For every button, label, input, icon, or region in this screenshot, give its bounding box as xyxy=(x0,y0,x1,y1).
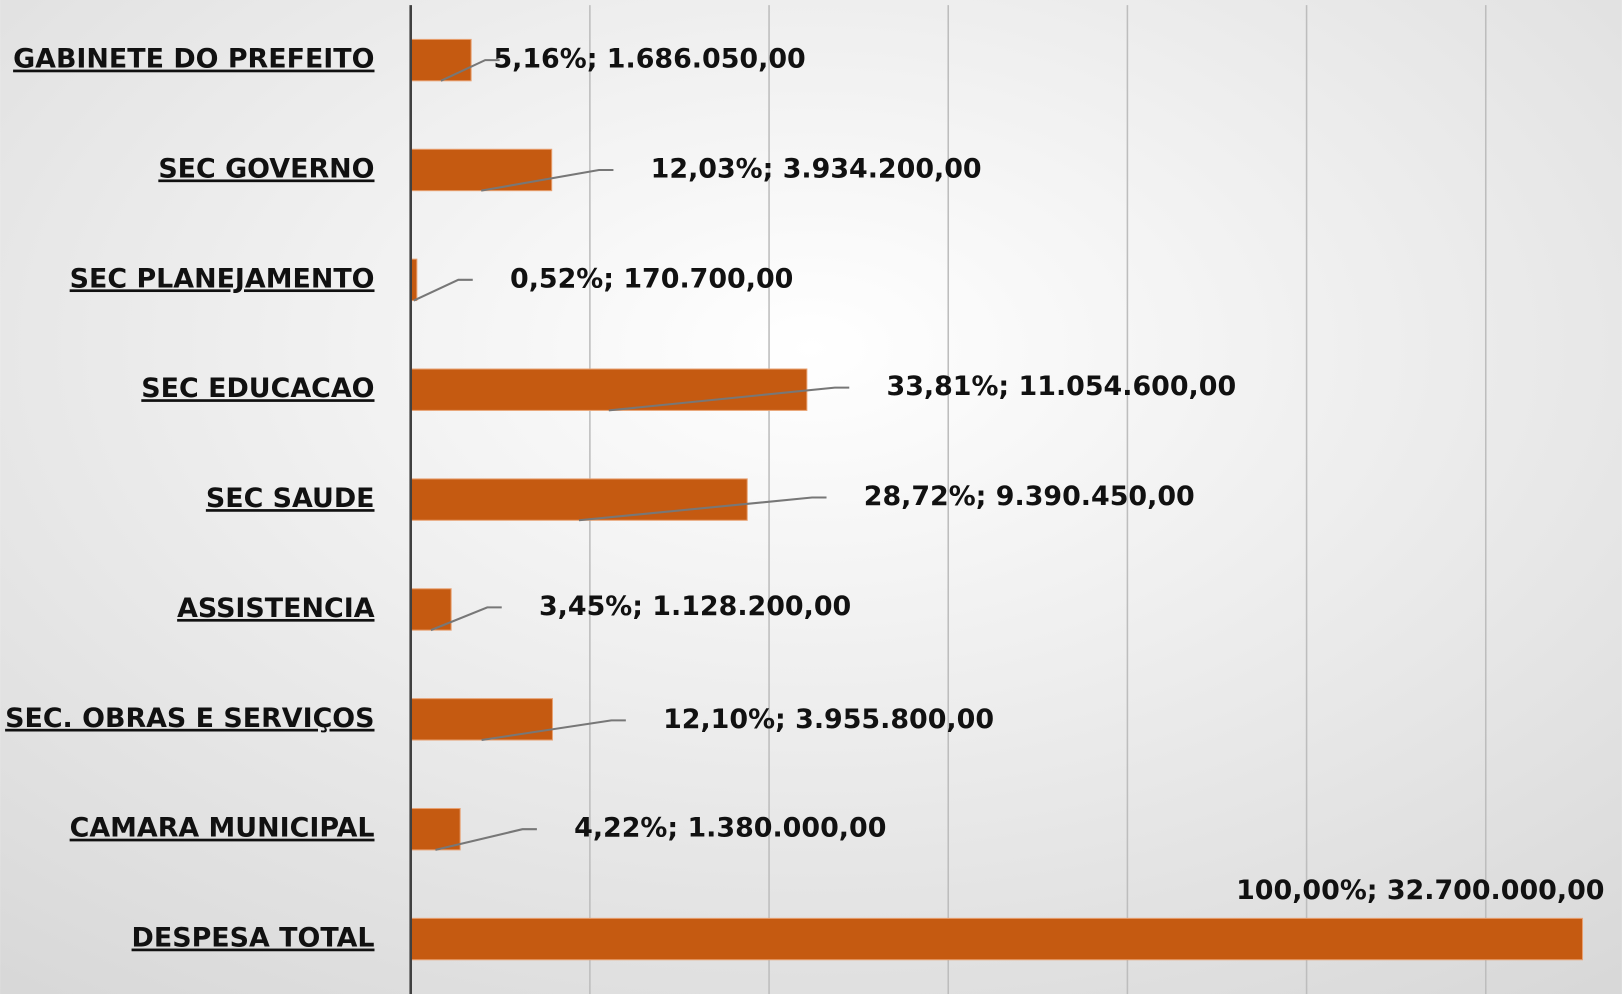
y-tick-label: DESPESA TOTAL xyxy=(132,923,375,954)
y-tick-label: GABINETE DO PREFEITO xyxy=(13,44,374,75)
leader-line xyxy=(440,59,500,82)
data-label: 28,72%; 9.390.450,00 xyxy=(864,481,1195,512)
leader-line xyxy=(413,278,473,302)
data-label: 3,45%; 1.128.200,00 xyxy=(539,591,851,622)
leader-line xyxy=(608,386,850,412)
y-tick-label: ASSISTENCIA xyxy=(177,593,375,624)
data-label: 4,22%; 1.380.000,00 xyxy=(574,813,886,844)
bar xyxy=(410,368,808,411)
data-label: 33,81%; 11.054.600,00 xyxy=(887,371,1237,402)
bar xyxy=(410,588,452,631)
y-tick-label: SEC. OBRAS E SERVIÇOS xyxy=(5,703,374,734)
bar xyxy=(410,148,553,192)
data-label: 0,52%; 170.700,00 xyxy=(510,263,793,294)
leader-line xyxy=(481,168,614,192)
y-tick-label: SEC SAUDE xyxy=(206,483,375,514)
y-tick-label: SEC EDUCACAO xyxy=(141,373,374,404)
data-label: 100,00%; 32.700.000,00 xyxy=(1236,875,1604,906)
leader-line xyxy=(435,828,537,851)
leader-line xyxy=(430,606,502,632)
bar xyxy=(410,698,553,741)
bar xyxy=(410,478,748,521)
bar xyxy=(410,807,461,851)
bar xyxy=(410,917,1584,961)
y-tick-label: CAMARA MUNICIPAL xyxy=(70,813,375,844)
leader-line xyxy=(481,719,626,742)
leader-line xyxy=(578,496,827,522)
y-tick-label: SEC PLANEJAMENTO xyxy=(70,263,375,294)
data-label: 12,03%; 3.934.200,00 xyxy=(651,153,982,184)
y-tick-label: SEC GOVERNO xyxy=(158,153,374,184)
bar xyxy=(410,38,472,82)
data-label: 5,16%; 1.686.050,00 xyxy=(493,44,805,75)
data-label: 12,10%; 3.955.800,00 xyxy=(663,704,994,735)
